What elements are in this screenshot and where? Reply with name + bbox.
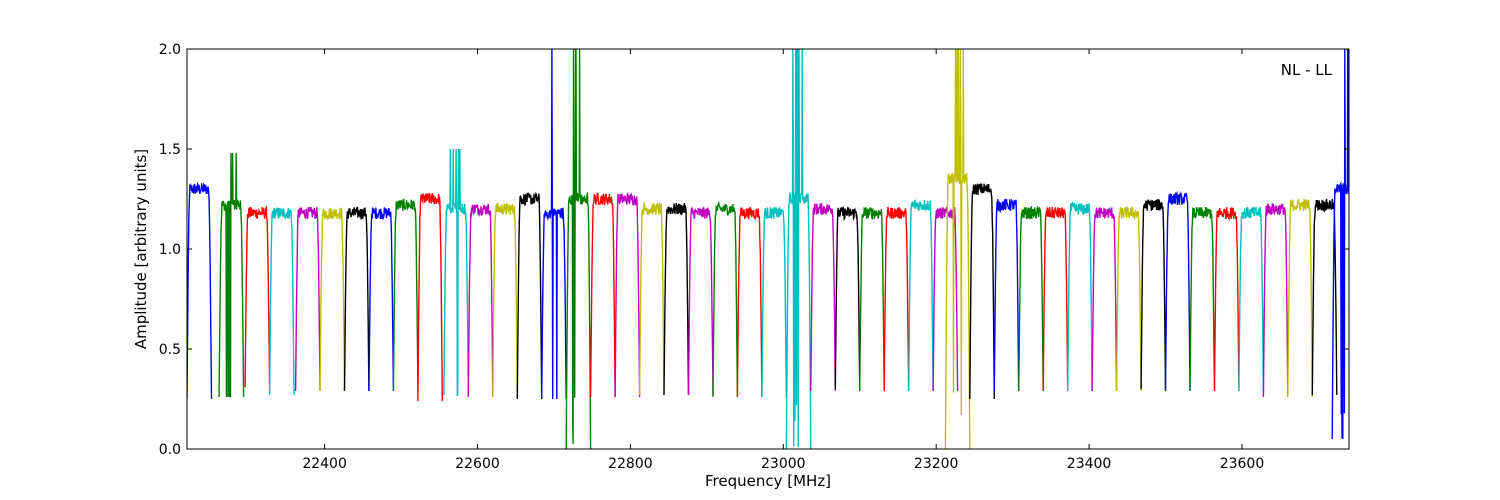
x-tick-label: 22600 [455, 456, 500, 472]
series-subband-1 [218, 152, 245, 398]
panel-annotation: NL - LL [1281, 61, 1333, 79]
series-subband-43 [1238, 206, 1265, 392]
x-tick-label: 22400 [302, 456, 347, 472]
x-tick-label: 23200 [914, 456, 959, 472]
series-subband-24 [785, 49, 812, 449]
x-axis-title: Frequency [MHz] [705, 472, 831, 490]
series-subband-34 [1018, 205, 1044, 392]
series-subband-39 [1140, 198, 1167, 390]
series-subband-32 [969, 183, 995, 400]
series-subband-29 [908, 198, 934, 392]
series-subband-11 [467, 203, 494, 398]
y-tick-label: 0.0 [159, 442, 181, 458]
series-subband-22 [736, 206, 763, 398]
series-subband-5 [319, 207, 346, 392]
series-subband-2 [244, 205, 271, 388]
series-subband-18 [638, 201, 665, 396]
series-subband-3 [268, 207, 295, 396]
series-subband-42 [1213, 207, 1240, 392]
y-tick-label: 1.5 [159, 142, 181, 158]
y-tick-label: 2.0 [159, 42, 181, 58]
series-subband-8 [392, 198, 419, 392]
series-subband-23 [761, 206, 787, 398]
series-subband-6 [343, 206, 370, 392]
series-subband-38 [1115, 205, 1142, 392]
y-axis: 0.0 0.5 1.0 1.5 2.0 [159, 42, 1349, 458]
series-subband-10 [443, 148, 469, 396]
series-subband-9 [417, 193, 443, 402]
series-subband-33 [993, 198, 1020, 392]
y-axis-title: Amplitude [arbitrary units] [132, 149, 150, 349]
series-subband-44 [1262, 202, 1289, 398]
series-subband-7 [368, 207, 395, 392]
series-subband-0 [187, 181, 213, 400]
series-subband-41 [1189, 206, 1216, 392]
series-subband-47 [1331, 49, 1349, 440]
y-tick-label: 1.0 [159, 242, 181, 258]
series-subband-4 [294, 207, 321, 392]
series-subband-31 [944, 49, 971, 449]
series-subband-21 [712, 200, 739, 398]
y-tick-label: 0.5 [159, 342, 181, 358]
series-subband-37 [1091, 206, 1118, 392]
series-subband-46 [1311, 198, 1338, 396]
series-subband-27 [859, 206, 885, 392]
x-tick-label: 22800 [608, 456, 653, 472]
series-subband-25 [810, 203, 836, 392]
series-subband-16 [589, 192, 616, 398]
series-subband-45 [1287, 197, 1314, 398]
series-subband-13 [516, 191, 543, 400]
x-tick-label: 23400 [1067, 456, 1112, 472]
series-subband-17 [614, 192, 641, 398]
series-subband-14 [541, 49, 567, 400]
series-subband-36 [1066, 200, 1093, 392]
series-subband-28 [883, 206, 910, 392]
x-tick-label: 23600 [1220, 456, 1265, 472]
x-axis: 22400 22600 22800 23000 23200 23400 23600 [302, 49, 1264, 472]
plot-frame [186, 48, 1350, 450]
series-subband-26 [834, 205, 861, 390]
series-subband-40 [1164, 190, 1191, 392]
series-subband-19 [663, 202, 690, 396]
series-subband-12 [492, 203, 518, 398]
series-subband-15 [565, 49, 592, 449]
series-subband-20 [687, 206, 714, 396]
x-tick-label: 23000 [761, 456, 806, 472]
series-subband-35 [1042, 206, 1069, 392]
series-layer [187, 49, 1349, 449]
